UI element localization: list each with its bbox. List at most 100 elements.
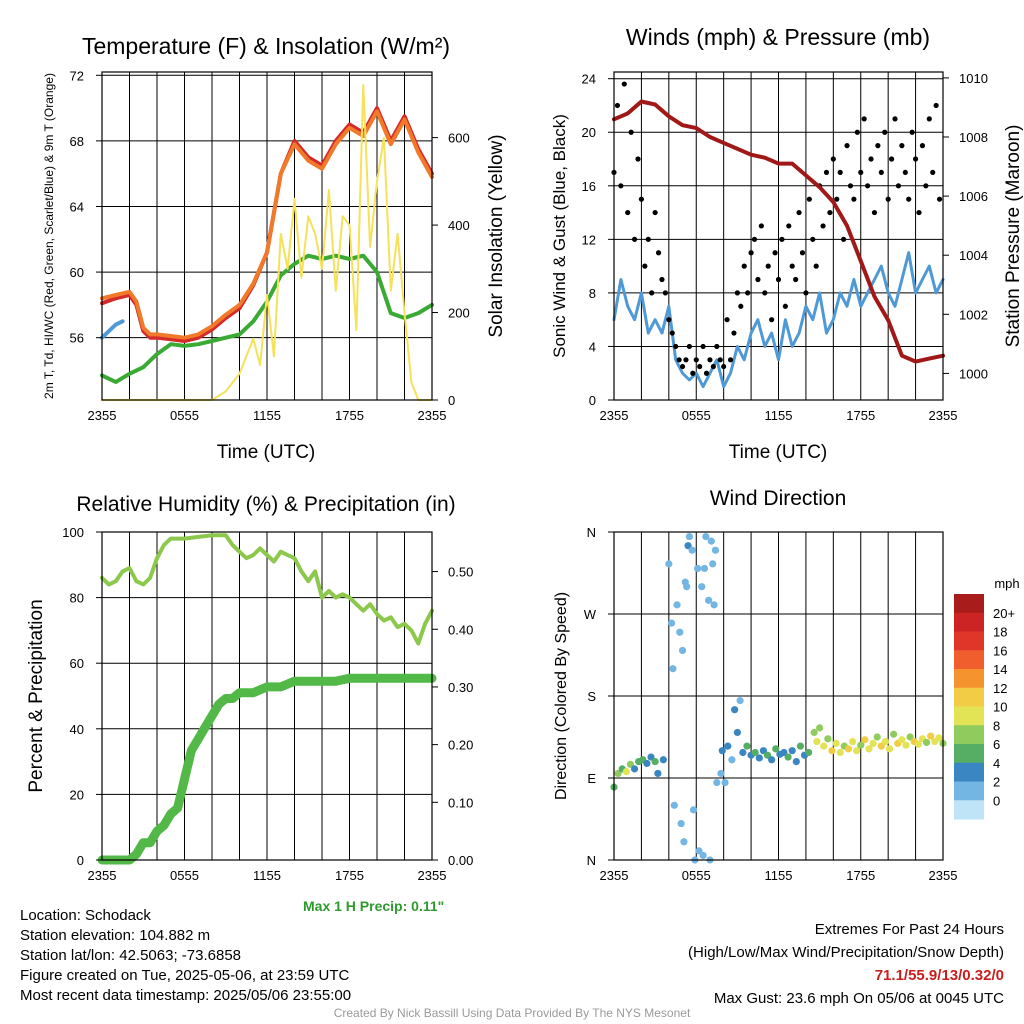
humidity-y-tick-label: 0 [77,853,84,868]
winds-gust-point [679,363,686,370]
temperature-ylabel: 2m T, Td, HI/WC (Red, Green, Scarlet/Blu… [42,73,56,399]
humidity-y2-tick-label: 0.50 [448,565,473,580]
colorbar-swatch [954,650,984,670]
humidity-rh-line [100,533,434,646]
humidity-x-tick-label: 1755 [335,868,364,883]
wind-direction-point [885,745,894,753]
winds-plot-frame [613,71,944,401]
colorbar-tick-label: 6 [993,737,1000,752]
winds-panel: Winds (mph) & Pressure (mb) Time (UTC) S… [550,24,1024,463]
winds-gust-point [642,263,648,269]
credit-text: Created By Nick Bassill Using Data Provi… [333,1006,691,1020]
wind-direction-point [689,806,698,814]
winds-gust-point [621,81,627,87]
wind-direction-point [890,730,898,738]
colorbar-swatch [954,631,984,651]
wind-direction-point [678,646,687,655]
winds-gust-point [690,370,696,376]
temperature-y2-tick-label: 200 [448,306,470,321]
extremes-subtitle: (High/Low/Max Wind/Precipitation/Snow De… [688,944,1004,961]
humidity-title: Relative Humidity (%) & Precipitation (i… [76,493,455,516]
humidity-y2-tick-label: 0.20 [448,738,473,753]
wind-direction-point [704,596,713,604]
wind-direction-point [622,768,630,776]
winds-gust-point [847,183,854,189]
humidity-y-tick-label: 100 [62,525,84,540]
winds-gust-point [707,357,713,363]
winds-gust-point [734,290,740,296]
temperature-plot-frame [101,71,433,401]
winds-gust-point [638,196,645,202]
winds-gust-point [871,209,878,216]
winds-x-tick-label: 0555 [682,408,711,423]
winds-ylabel: Sonic Wind & Gust (Blue, Black) [550,114,569,358]
winds-gust-point [779,236,785,242]
winds-gust-point [635,156,641,162]
winds-pressure-line [612,99,945,364]
humidity-x-tick-label: 1155 [253,868,281,883]
wind-direction-point [733,728,741,737]
wind_direction-series [610,532,947,864]
winds-gust-point [765,263,771,269]
wind-direction-point [755,754,763,762]
wind-direction-point [922,738,931,747]
winds-gust-point [676,357,682,363]
winds-gust-point [888,156,895,162]
winds-gust-point [892,116,898,122]
wind-direction-point [685,532,693,541]
wind_direction-x-tick-label: 2355 [929,868,958,883]
winds-gust-point [906,196,912,202]
winds-gust-point [868,156,874,162]
wind_direction-y-tick-label: N [587,853,596,868]
max-precip-label: Max 1 H Precip: 0.11" [303,898,445,914]
winds-gust-point [830,156,836,162]
winds-gust-point [827,209,833,216]
winds-y2-tick-label: 1010 [959,71,988,86]
temperature-y-tick-label: 64 [70,199,84,214]
winds-gust-point [851,196,857,202]
humidity-y2-tick-label: 0.00 [448,853,473,868]
colorbar-tick-label: 16 [993,643,1007,658]
temperature-y-tick-label: 56 [70,331,84,346]
wind-direction-point [717,769,725,778]
wind-direction-point [659,756,667,764]
winds-gust-point [614,102,621,109]
wind-direction-point [713,778,721,787]
humidity-y-tick-label: 60 [70,656,84,671]
winds-gust-point [865,183,871,189]
temperature-x-tick-label: 2355 [88,408,117,423]
winds-gust-point [673,343,679,350]
temperature-x-tick-label: 1755 [335,408,364,423]
wind-direction-point [677,819,685,828]
temperature-y-tick-label: 60 [70,265,84,280]
winds-gust-point [618,183,624,189]
winds-y2-tick-label: 1002 [959,307,988,322]
wind-direction-point [709,560,717,568]
winds-gust-point [662,290,669,296]
wind-direction-point [768,756,776,764]
colorbar-swatch [954,669,984,689]
temperature-y2-tick-label: 400 [448,218,470,233]
humidity-x-tick-label: 2355 [418,868,447,883]
winds-gust-point [738,303,744,309]
winds-y-tick-label: 8 [589,286,596,301]
humidity-grid [101,531,433,861]
wind-direction-point [651,758,659,766]
winds-gust-point [731,330,737,336]
winds-gust-point [916,209,922,216]
winds-gust-point [799,250,806,256]
wind-direction-point [736,696,744,705]
winds-gust-point [697,363,703,370]
winds-gust-point [789,263,795,269]
temperature-y-tick-label: 68 [70,134,84,149]
colorbar-swatch [954,781,984,801]
humidity-series [97,533,437,865]
winds-gust-point [786,223,792,229]
temperature-y2-tick-label: 600 [448,131,470,146]
winds-gust-point [861,116,867,122]
winds-gust-point [909,129,915,135]
humidity-precipitation-line [97,673,437,865]
wind-direction-point [698,583,706,591]
wind-direction-point [643,759,651,768]
winds-gust-point [666,317,672,323]
